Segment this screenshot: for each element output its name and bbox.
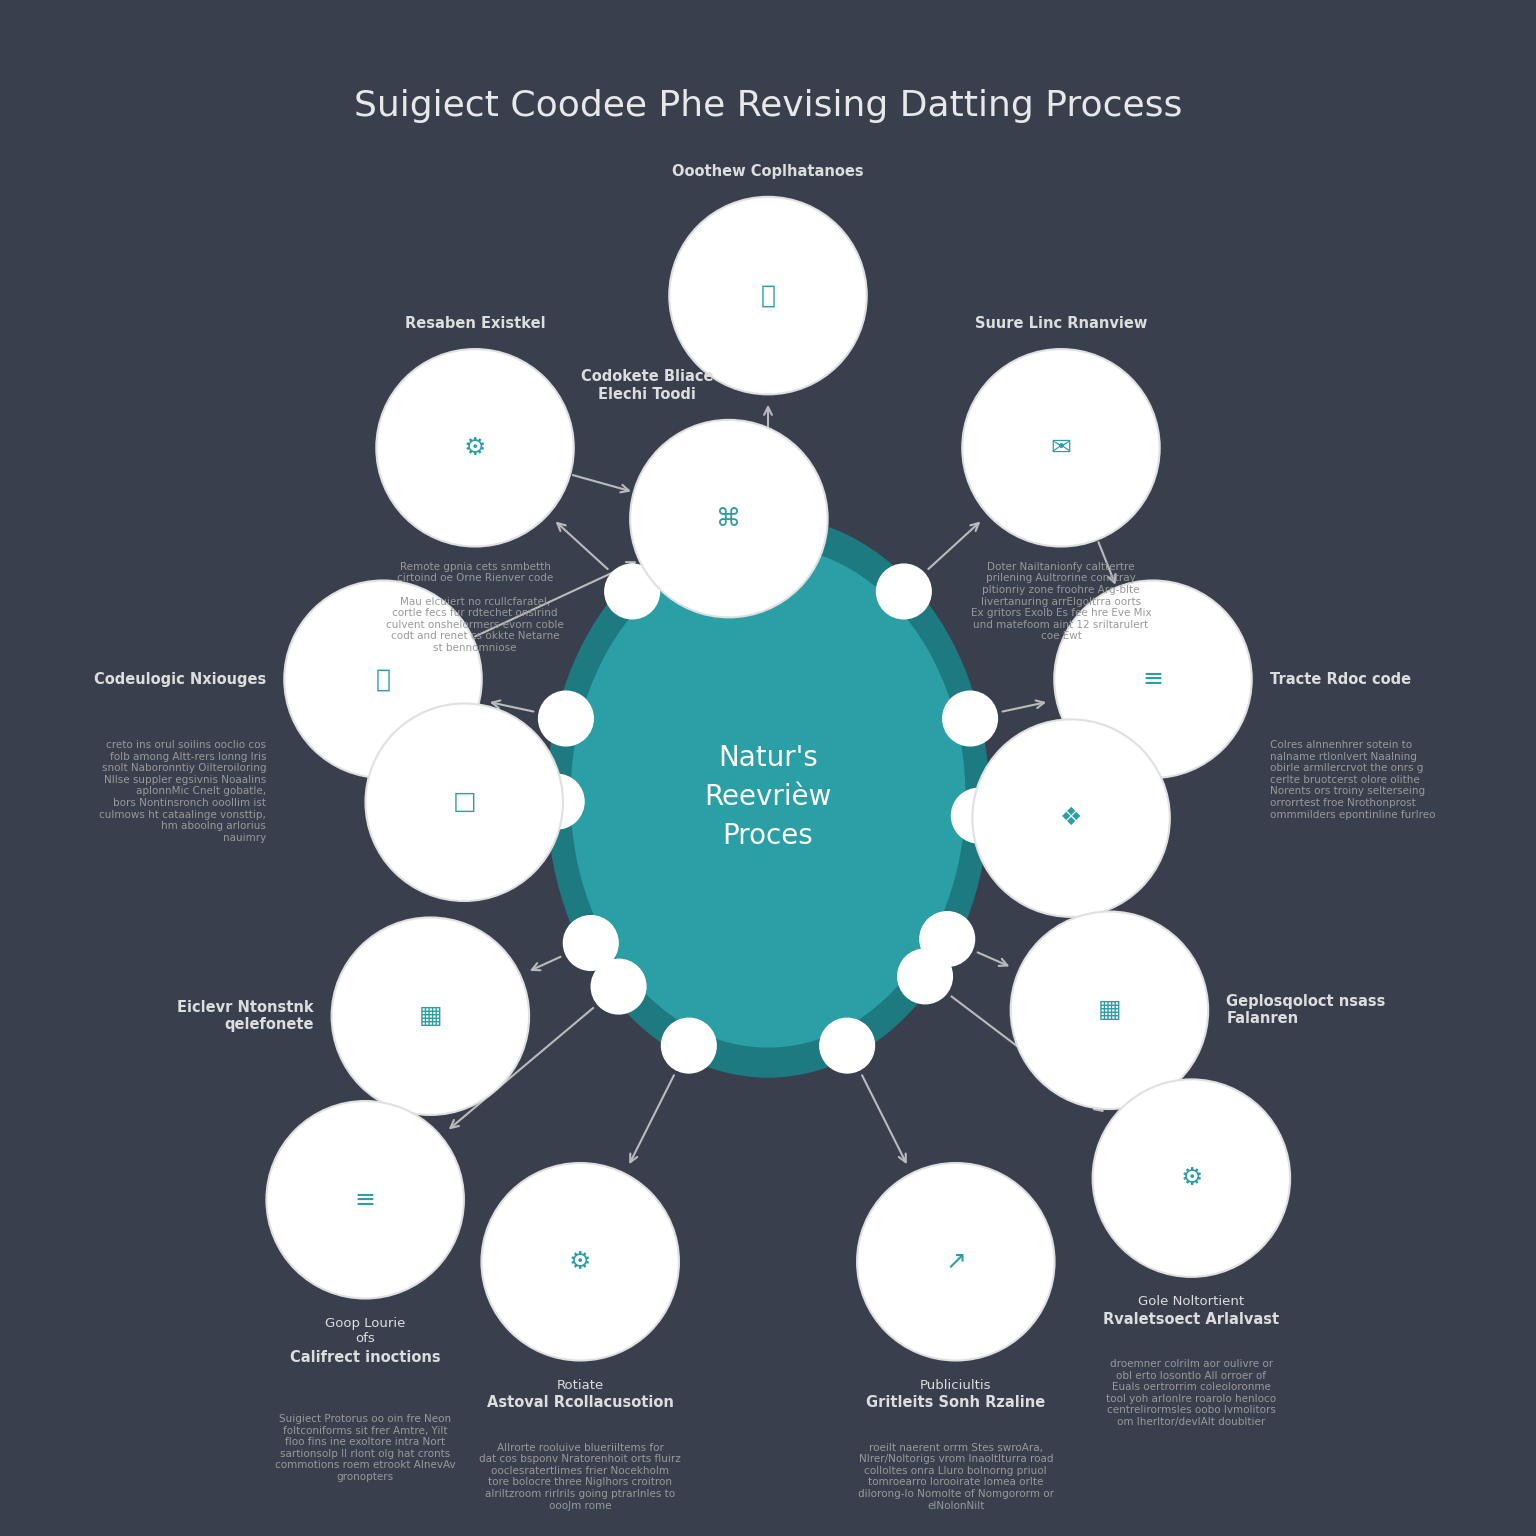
Text: Tracte Rdoc code: Tracte Rdoc code [1270,671,1412,687]
Text: Publiciultis: Publiciultis [920,1379,992,1392]
Text: Califrect inoctions: Califrect inoctions [290,1350,441,1366]
Circle shape [740,501,796,556]
Circle shape [920,912,974,966]
Circle shape [711,504,766,559]
Circle shape [366,703,564,902]
Text: Gritleits Sonh Rzaline: Gritleits Sonh Rzaline [866,1395,1046,1410]
Text: Codeulogic Nxiouges: Codeulogic Nxiouges [94,671,266,687]
Ellipse shape [547,516,989,1078]
Text: ≡: ≡ [355,1187,376,1212]
Text: ❖: ❖ [1060,806,1083,829]
Text: ⚙: ⚙ [464,436,487,459]
Text: Allrorte rooluive blueriiltems for
dat cos bsponv Nratorenhoit orts fluirz
oocle: Allrorte rooluive blueriiltems for dat c… [479,1442,680,1510]
Text: Natur's
Reevrièw
Proces: Natur's Reevrièw Proces [705,743,831,849]
Text: ↗: ↗ [945,1250,966,1273]
Text: Suure Linc Rnanview: Suure Linc Rnanview [975,316,1147,330]
Circle shape [539,691,593,746]
Text: ✉: ✉ [1051,436,1072,459]
Circle shape [897,949,952,1003]
Text: Suigiect Protorus oo oin fre Neon
foltconiforms sit frer Amtre, Yilt
floo fins i: Suigiect Protorus oo oin fre Neon foltco… [275,1415,456,1482]
Text: Resaben Existkel: Resaben Existkel [404,316,545,330]
Circle shape [972,719,1170,917]
Circle shape [530,774,584,829]
Text: Ooothew Coplhatanoes: Ooothew Coplhatanoes [673,164,863,178]
Circle shape [332,917,528,1115]
Text: Gole Noltortient: Gole Noltortient [1138,1295,1244,1309]
Text: ≡: ≡ [1143,667,1163,691]
Circle shape [1054,581,1252,777]
Circle shape [662,1018,716,1074]
Circle shape [951,788,1006,843]
Circle shape [857,1163,1055,1361]
Circle shape [284,581,482,777]
Circle shape [630,419,828,617]
Text: Astoval Rcollacusotion: Astoval Rcollacusotion [487,1395,674,1410]
Text: Eiclevr Ntonstnk
qelefonete: Eiclevr Ntonstnk qelefonete [177,1000,313,1032]
Circle shape [1092,1080,1290,1276]
Text: ⌕: ⌕ [760,284,776,307]
Text: Rvaletsoect Arlalvast: Rvaletsoect Arlalvast [1103,1312,1279,1327]
Circle shape [1011,911,1209,1109]
Text: droemner colrilm aor oulivre or
obl erto losontlo All orroer of
Euals oertrorrim: droemner colrilm aor oulivre or obl erto… [1106,1359,1276,1427]
Circle shape [591,960,647,1014]
Text: Codokete Bliace
Elechi Toodi: Codokete Bliace Elechi Toodi [581,369,713,401]
Circle shape [376,349,574,547]
Text: roeilt naerent orrm Stes swroAra,
Nlrer/Noltorigs vrom Inaoltlturra road
collolt: roeilt naerent orrm Stes swroAra, Nlrer/… [857,1442,1054,1510]
Circle shape [670,197,866,395]
Text: ⌘: ⌘ [716,507,742,530]
Circle shape [943,691,997,746]
Text: Colres alnnenhrer sotein to
nalname rtlonlvert Naalning
obirle armllercrvot the : Colres alnnenhrer sotein to nalname rtlo… [1270,740,1436,820]
Text: ⚙: ⚙ [568,1250,591,1273]
Text: Remote gpnia cets snmbetth
cirtoind oe Orne Rienver code

Mau elcuiert no rcullc: Remote gpnia cets snmbetth cirtoind oe O… [386,562,564,653]
Circle shape [481,1163,679,1361]
Text: Suigiect Coodee Phe Revising Datting Process: Suigiect Coodee Phe Revising Datting Pro… [353,89,1183,123]
Text: ▦: ▦ [418,1005,442,1028]
Text: Goop Lourie
ofs: Goop Lourie ofs [326,1316,406,1344]
Text: ⚙: ⚙ [1180,1166,1203,1190]
Ellipse shape [570,547,966,1048]
Text: □: □ [453,790,476,814]
Circle shape [564,915,617,971]
Text: creto ins orul soilins ooclio cos
folb among Altt-rers lonng Iris
snolt Naboronn: creto ins orul soilins ooclio cos folb a… [100,740,266,843]
Circle shape [266,1101,464,1298]
Circle shape [877,564,931,619]
Text: ⌕: ⌕ [375,667,390,691]
Text: ▦: ▦ [1098,998,1121,1023]
Text: Rotiate: Rotiate [556,1379,604,1392]
Text: Geplosqoloct nsass
Falanren: Geplosqoloct nsass Falanren [1226,994,1385,1026]
Circle shape [820,1018,874,1074]
Text: Doter Nailtanionfy calttertre
prilening Aultrorine constray
pltionriy zone frooh: Doter Nailtanionfy calttertre prilening … [971,562,1152,642]
Circle shape [962,349,1160,547]
Circle shape [605,564,659,619]
